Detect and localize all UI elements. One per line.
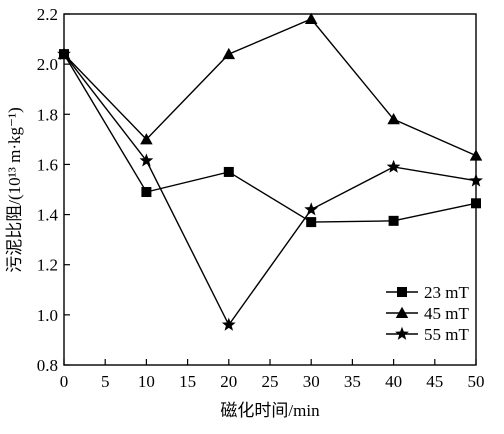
y-tick-label: 2.0: [37, 55, 58, 74]
legend-label: 45 mT: [424, 304, 469, 323]
series-line: [63, 53, 477, 223]
axes: 0 5 10 15 20 25 30 35 40 45 50 0.8 1.0 1.2 1.4 1.6 1.8 2.…: [37, 5, 485, 391]
data-point: [222, 47, 236, 60]
y-tick-label: 1.2: [37, 256, 58, 275]
y-tick-label: 2.2: [37, 5, 58, 24]
data-point: [140, 133, 153, 145]
data-point: [471, 198, 481, 209]
data-point: [304, 202, 319, 216]
y-tick-label: 1.8: [37, 105, 58, 124]
data-point: [139, 153, 154, 167]
legend-label: 23 mT: [424, 283, 469, 302]
y-axis-label: 污泥比阻/(10¹³ m·kg⁻¹): [5, 107, 24, 272]
legend-marker: [395, 326, 409, 340]
y-tick-label: 1.6: [37, 155, 58, 174]
data-point: [469, 149, 483, 161]
legend-item: 23 mT: [386, 283, 469, 302]
x-tick-label: 45: [426, 372, 443, 391]
x-tick-label: 35: [344, 372, 361, 391]
data-point: [387, 113, 400, 125]
series-star: [57, 46, 483, 331]
x-tick-label: 5: [101, 372, 110, 391]
y-tick-label: 0.8: [37, 356, 58, 375]
x-axis-label: 磁化时间/min: [220, 401, 320, 420]
series-square: [59, 49, 481, 228]
legend: 23 mT 45 mT 55 mT: [386, 283, 469, 344]
data-point: [388, 215, 399, 226]
series-line: [63, 53, 477, 327]
data-point: [223, 166, 234, 177]
y-tick-label: 1.0: [37, 306, 58, 325]
data-point: [304, 12, 318, 25]
x-tick-label: 25: [262, 372, 279, 391]
x-tick-label: 30: [303, 372, 320, 391]
y-tick-label: 1.4: [37, 206, 59, 225]
series-group: [57, 12, 483, 331]
series-line: [63, 18, 477, 157]
legend-item: 55 mT: [386, 325, 469, 344]
data-point: [57, 46, 71, 60]
legend-marker: [395, 306, 409, 318]
x-tick-label: 15: [179, 372, 196, 391]
x-tick-label: 50: [468, 372, 485, 391]
legend-marker: [397, 287, 407, 297]
legend-item: 45 mT: [386, 304, 469, 323]
data-point: [469, 173, 483, 187]
x-tick-label: 20: [220, 372, 237, 391]
x-tick-label: 0: [60, 372, 69, 391]
data-point: [141, 187, 152, 198]
x-tick-label: 10: [138, 372, 155, 391]
series-triangle: [57, 12, 483, 161]
legend-label: 55 mT: [424, 325, 469, 344]
data-point: [386, 159, 401, 173]
data-point: [306, 217, 317, 228]
data-point: [221, 317, 236, 331]
x-tick-label: 40: [385, 372, 402, 391]
